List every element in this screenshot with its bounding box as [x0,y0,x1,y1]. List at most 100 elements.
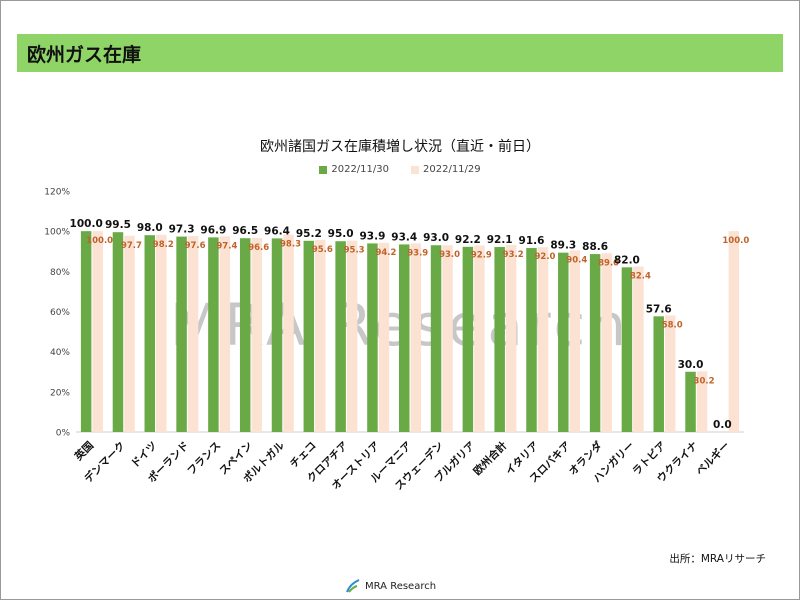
data-label-previous: 92.0 [534,252,555,262]
mra-logo-icon [346,579,360,593]
data-label-current: 91.6 [519,235,545,247]
bar-previous [633,266,644,432]
data-label-previous: 95.3 [344,246,365,256]
bar-current [558,252,569,432]
y-tick-label: 100% [44,228,70,238]
bar-current [112,232,124,432]
bar-previous [505,244,517,432]
data-label-current: 99.5 [105,219,131,231]
bar-previous [410,243,421,432]
bar-current [462,246,474,432]
footer-logo: MRA Research [345,578,436,594]
data-label-previous: 98.2 [153,240,174,250]
data-label-previous: 90.4 [566,255,587,265]
bar-current [526,248,537,432]
x-tick-label: 英国 [71,439,96,464]
data-label-current: 93.0 [423,232,449,244]
bar-previous [251,237,262,432]
legend-swatch-current [319,165,328,174]
x-tick-label: チェコ [288,440,319,471]
bar-current [653,316,664,432]
data-label-current: 96.5 [232,225,258,237]
data-label-previous: 97.6 [185,241,206,251]
data-label-previous: 89.0 [598,258,619,268]
bar-previous [283,234,294,432]
page-title: 欧州ガス在庫 [27,44,142,66]
bar-previous [315,240,326,432]
bar-current [367,243,378,432]
bar-previous [442,245,453,432]
data-label-current: 96.9 [200,224,226,236]
data-label-current: 30.0 [678,359,704,371]
data-label-previous: 92.9 [471,250,492,260]
bar-previous [474,245,485,432]
bar-current [494,247,505,432]
data-label-current: 89.3 [550,240,576,252]
bar-previous [187,235,199,432]
footer-logo-text: MRA Research [365,580,437,592]
x-tick-label: ドイツ [129,440,160,471]
bar-previous [92,231,103,432]
bar-current [80,231,92,432]
legend-label-current: 2022/11/30 [331,164,389,175]
bar-previous [601,253,612,432]
data-label-current: 92.1 [487,234,513,246]
legend-item-current: 2022/11/30 [319,164,389,175]
data-label-previous: 93.0 [439,250,460,260]
data-label-previous: 93.2 [503,250,524,260]
bar-previous [124,235,135,432]
header-banner: 欧州ガス在庫 [17,34,783,72]
bar-current [239,238,251,432]
data-label-current: 92.2 [455,234,481,246]
bar-previous [378,242,390,432]
data-label-current: 93.4 [391,231,417,243]
y-tick-label: 80% [50,268,70,278]
data-label-previous: 93.9 [407,248,428,258]
bar-previous [219,236,231,432]
bar-previous [696,371,708,432]
data-label-current: 0.0 [713,419,732,431]
data-label-previous: 58.0 [662,321,683,331]
chart-legend: 2022/11/30 2022/11/29 [0,164,800,175]
y-tick-label: 0% [56,429,71,439]
data-label-previous: 97.4 [216,241,237,251]
bar-current [621,267,633,432]
bar-previous [664,315,676,432]
x-tick-label: ベルギー [693,439,732,478]
data-label-current: 98.0 [137,222,163,234]
bar-current [335,241,346,432]
bar-previous [537,247,549,432]
data-label-previous: 94.2 [375,248,396,258]
bar-previous [569,250,581,432]
legend-item-previous: 2022/11/29 [411,164,481,175]
bar-current [208,237,219,432]
data-label-current: 82.0 [614,254,640,266]
legend-label-previous: 2022/11/29 [423,164,481,175]
bar-current [685,371,696,432]
data-label-previous: 98.3 [280,240,301,250]
data-label-previous: 82.4 [630,272,651,282]
data-label-current: 100.0 [70,218,103,230]
bar-previous [728,231,740,432]
data-label-current: 96.4 [264,225,290,237]
bar-current [399,244,410,432]
y-tick-label: 40% [50,348,70,358]
x-tick-label: 欧州合計 [471,439,510,478]
y-tick-label: 20% [50,388,70,398]
bar-previous [156,234,167,432]
bar-current [589,254,601,432]
chart-title: 欧州諸国ガス在庫積増し状況（直近・前日） [260,139,540,155]
data-label-previous: 30.2 [694,376,715,386]
legend-swatch-previous [411,165,419,174]
y-tick-label: 60% [50,308,70,318]
data-label-current: 93.9 [359,230,385,242]
data-label-previous: 96.6 [248,243,269,253]
data-label-previous: 95.6 [312,245,333,255]
bar-current [271,238,283,432]
bar-current [144,235,156,432]
data-label-previous: 100.0 [722,236,749,246]
data-label-current: 97.3 [169,224,195,236]
source-note: 出所：MRAリサーチ [669,553,766,565]
bar-current [176,236,187,432]
